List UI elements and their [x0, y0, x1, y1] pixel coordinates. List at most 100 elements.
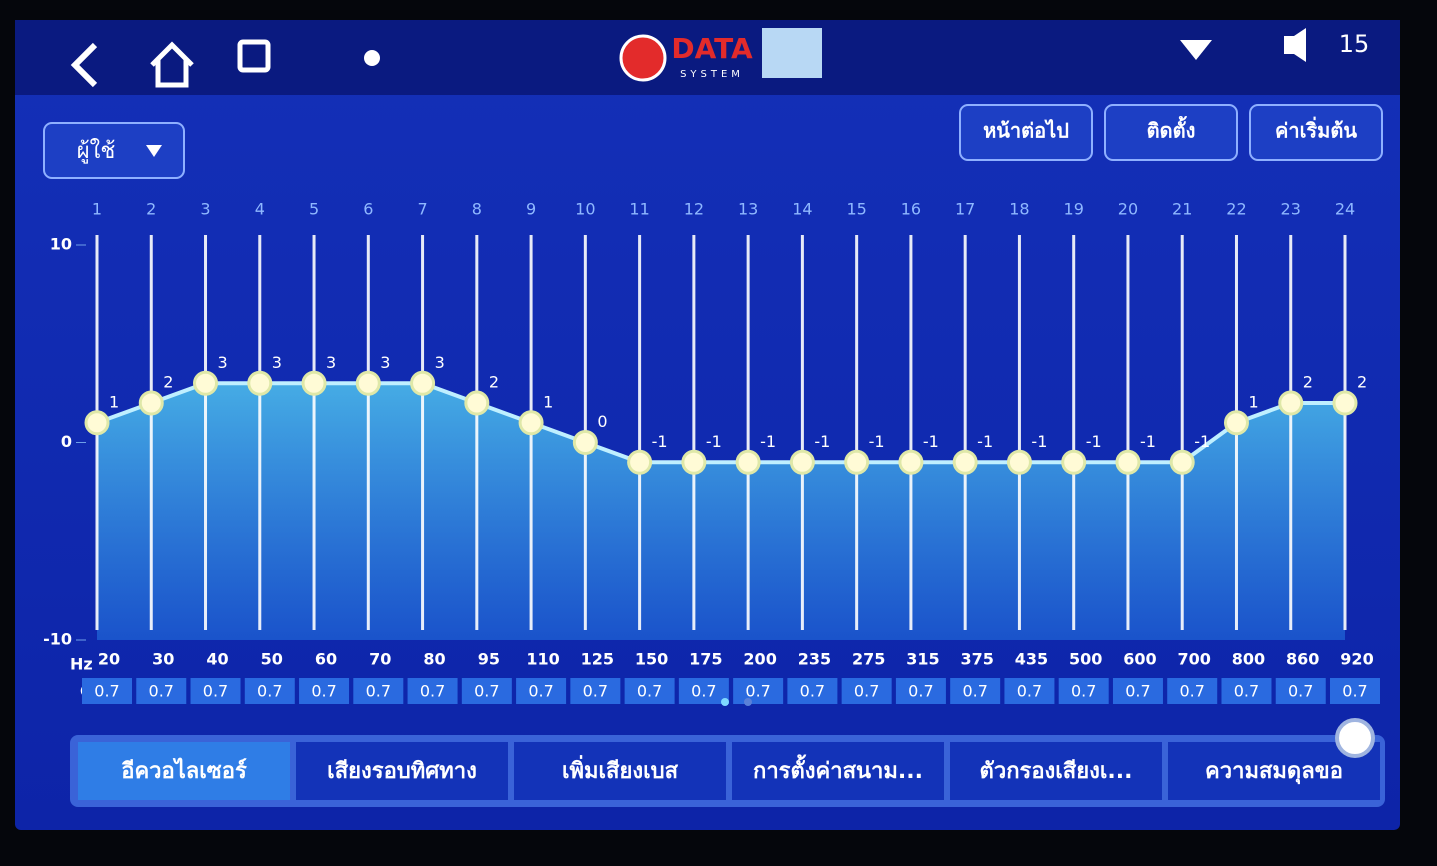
slider-knob[interactable]: [735, 449, 761, 475]
q-box[interactable]: [787, 678, 838, 704]
band-number: 6: [363, 200, 373, 219]
slider-knob[interactable]: [247, 370, 273, 396]
q-box[interactable]: [82, 678, 132, 704]
q-box[interactable]: [299, 678, 350, 704]
x-tick-label: 60: [315, 650, 337, 669]
button[interactable]: [959, 104, 1093, 161]
band-number: 14: [792, 200, 812, 219]
slider-knob[interactable]: [464, 390, 490, 416]
value-label: -1: [869, 432, 885, 451]
q-box[interactable]: [841, 678, 892, 704]
q-value: 0.7: [583, 682, 608, 701]
q-box[interactable]: [895, 678, 946, 704]
y-tick-label: -10: [43, 630, 72, 649]
slider-knob[interactable]: [789, 449, 815, 475]
q-box[interactable]: [516, 678, 567, 704]
value-label: -1: [1140, 432, 1156, 451]
slider-knob[interactable]: [1115, 449, 1141, 475]
value-label: -1: [1086, 432, 1102, 451]
q-box[interactable]: [1112, 678, 1163, 704]
slider-knob[interactable]: [1332, 390, 1358, 416]
tab[interactable]: [78, 742, 290, 800]
value-label: 3: [380, 353, 390, 372]
recent-icon[interactable]: [237, 39, 271, 73]
slider-knob[interactable]: [898, 449, 924, 475]
x-tick-label: 70: [369, 650, 391, 669]
slider-knob[interactable]: [301, 370, 327, 396]
tab-label: ความสมดุลขอ: [1205, 759, 1343, 785]
q-value: 0.7: [203, 682, 228, 701]
slider-knob[interactable]: [193, 370, 219, 396]
q-box[interactable]: [353, 678, 404, 704]
slider-knob[interactable]: [1169, 449, 1195, 475]
x-tick-label: 920: [1340, 650, 1373, 669]
x-tick-label: 175: [689, 650, 722, 669]
tab-label: ตัวกรองเสียงเ...: [980, 759, 1133, 784]
slider-knob[interactable]: [952, 449, 978, 475]
q-value: 0.7: [962, 682, 987, 701]
slider-knob[interactable]: [355, 370, 381, 396]
eq-area: [97, 383, 1345, 640]
scroll-knob[interactable]: [1335, 718, 1375, 758]
q-box[interactable]: [624, 678, 675, 704]
button[interactable]: [1249, 104, 1383, 161]
slider-knob[interactable]: [138, 390, 164, 416]
q-box[interactable]: [678, 678, 729, 704]
q-value: 0.7: [528, 682, 553, 701]
q-box[interactable]: [244, 678, 295, 704]
slider-knob[interactable]: [518, 410, 544, 436]
x-tick-label: 125: [581, 650, 614, 669]
tab[interactable]: [732, 742, 944, 800]
tab-label: การตั้งค่าสนาม...: [753, 754, 923, 784]
slider-knob[interactable]: [1006, 449, 1032, 475]
band-number: 4: [255, 200, 265, 219]
slider-knob[interactable]: [681, 449, 707, 475]
q-box[interactable]: [1167, 678, 1218, 704]
tab[interactable]: [514, 742, 726, 800]
q-box[interactable]: [1275, 678, 1326, 704]
value-label: 2: [163, 373, 173, 392]
button[interactable]: [1104, 104, 1238, 161]
value-label: 1: [109, 392, 119, 411]
back-icon[interactable]: [70, 42, 98, 88]
home-icon[interactable]: [150, 41, 194, 88]
preset-dropdown[interactable]: [43, 122, 185, 179]
slider-knob[interactable]: [572, 430, 598, 455]
slider-knob[interactable]: [1278, 390, 1304, 416]
q-box[interactable]: [1330, 678, 1380, 704]
x-tick-label: 800: [1232, 650, 1265, 669]
q-box[interactable]: [190, 678, 241, 704]
slider-knob[interactable]: [844, 449, 870, 475]
value-label: -1: [977, 432, 993, 451]
q-box[interactable]: [570, 678, 621, 704]
x-tick-label: 315: [906, 650, 939, 669]
slider-knob[interactable]: [627, 449, 653, 475]
slider-knob[interactable]: [1223, 410, 1249, 436]
volume-icon: [1284, 28, 1306, 62]
x-tick-label: 860: [1286, 650, 1319, 669]
tab[interactable]: [296, 742, 508, 800]
tab[interactable]: [950, 742, 1162, 800]
button-label: ค่าเริ่มต้น: [1275, 116, 1357, 143]
q-value: 0.7: [637, 682, 662, 701]
q-value: 0.7: [1288, 682, 1313, 701]
q-value: 0.7: [311, 682, 336, 701]
slider-knob[interactable]: [1061, 449, 1087, 475]
page-dot: [721, 698, 729, 706]
x-tick-label: 375: [960, 650, 993, 669]
q-box[interactable]: [461, 678, 512, 704]
band-number: 15: [846, 200, 866, 219]
slider-knob[interactable]: [410, 370, 436, 396]
q-box[interactable]: [950, 678, 1001, 704]
q-box[interactable]: [1221, 678, 1272, 704]
q-box[interactable]: [1004, 678, 1055, 704]
q-box[interactable]: [407, 678, 458, 704]
slider-knob[interactable]: [84, 410, 110, 436]
q-box[interactable]: [136, 678, 187, 704]
x-tick-label: 200: [743, 650, 776, 669]
q-box[interactable]: [733, 678, 784, 704]
x-tick-label: 50: [261, 650, 283, 669]
q-box[interactable]: [1058, 678, 1109, 704]
wifi-icon: [1180, 40, 1212, 60]
